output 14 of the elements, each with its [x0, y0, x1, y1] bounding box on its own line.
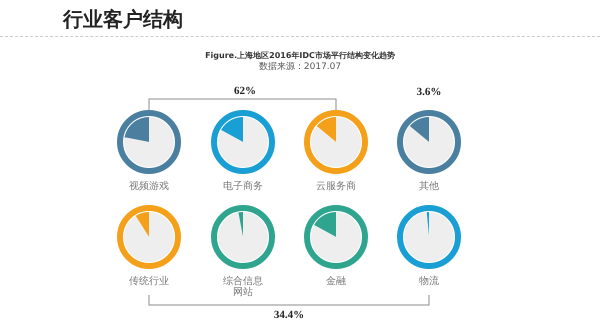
- text: 传统行业: [129, 275, 169, 287]
- text: 3.6%: [416, 86, 442, 98]
- text: 行业客户结构: [63, 6, 183, 33]
- text: 云服务商: [316, 180, 356, 192]
- text: 电子商务: [223, 180, 263, 192]
- text: 34.4%: [272, 308, 306, 320]
- text: 物流: [419, 275, 439, 287]
- text: 62%: [233, 84, 257, 96]
- text: 视频游戏: [129, 180, 169, 192]
- text: 其他: [419, 180, 439, 192]
- text: Figure.上海地区2016年IDC市场平行结构变化趋势: [204, 50, 396, 61]
- source-note: 数据来源：2017.07: [258, 60, 342, 72]
- text: 综合信息网站: [223, 275, 263, 298]
- text: 金融: [326, 275, 346, 287]
